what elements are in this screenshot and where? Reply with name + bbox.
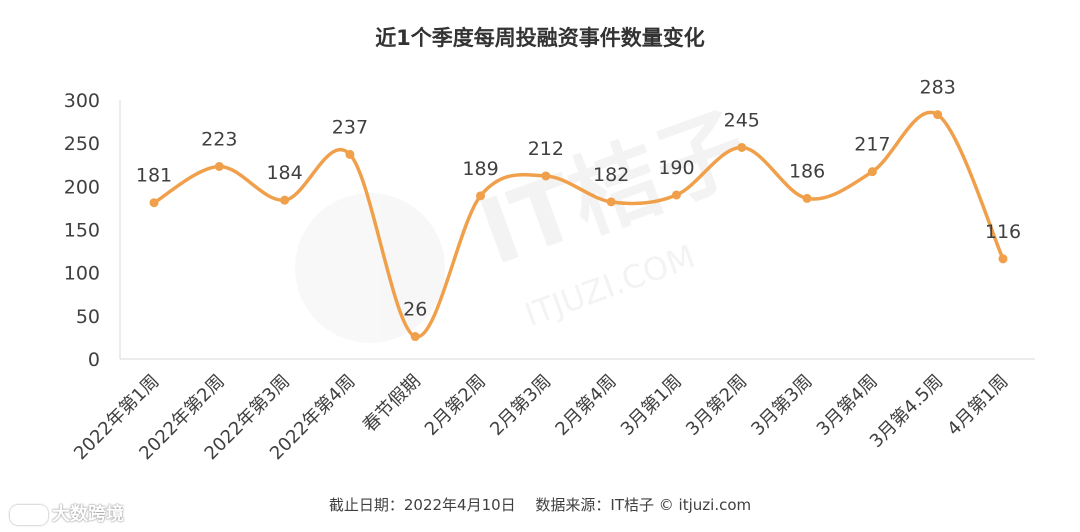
- data-point: [606, 197, 616, 207]
- data-point: [867, 167, 877, 177]
- data-label: 217: [854, 134, 890, 156]
- y-tick-label: 300: [64, 90, 100, 112]
- watermark-logo-icon: [295, 193, 445, 343]
- data-point: [541, 171, 551, 181]
- data-label: 189: [462, 158, 498, 180]
- data-point: [671, 190, 681, 200]
- data-point: [280, 195, 290, 205]
- brand-label: 大数跨境: [52, 504, 124, 525]
- y-tick-label: 0: [88, 349, 100, 371]
- data-point: [214, 161, 224, 171]
- data-label: 190: [658, 157, 694, 179]
- data-label: 223: [201, 128, 237, 150]
- y-tick-label: 150: [64, 220, 100, 242]
- data-label: 212: [528, 138, 564, 160]
- data-point: [345, 149, 355, 159]
- watermark-logo-text: IT桔子: [467, 94, 761, 287]
- data-label: 186: [789, 160, 825, 182]
- data-label: 283: [920, 77, 956, 99]
- x-tick-label: 2月第2周: [421, 371, 490, 440]
- data-label: 181: [136, 165, 172, 187]
- x-tick-label: 3月第3周: [747, 371, 816, 440]
- data-point: [410, 332, 420, 342]
- data-point: [933, 110, 943, 120]
- x-tick-label: 3月第2周: [682, 371, 751, 440]
- footer-note: 截止日期：2022年4月10日 数据来源：IT桔子 © itjuzi.com: [328, 496, 752, 514]
- data-label: 182: [593, 164, 629, 186]
- data-point: [149, 198, 159, 208]
- data-point: [737, 142, 747, 152]
- y-tick-label: 250: [64, 133, 100, 155]
- x-tick-label: 4月第1周: [943, 371, 1012, 440]
- data-label: 26: [403, 299, 427, 321]
- y-tick-label: 100: [64, 263, 100, 285]
- chart-title: 近1个季度每周投融资事件数量变化: [375, 26, 705, 50]
- y-tick-label: 50: [76, 306, 100, 328]
- x-tick-label: 3月第4周: [813, 371, 882, 440]
- x-tick-label: 2月第3周: [486, 371, 555, 440]
- y-tick-label: 200: [64, 176, 100, 198]
- brand-watermark: 大数跨境: [10, 500, 124, 526]
- data-marks-layer: 181 223 184 237 26 189 212 182 190 245 186 217 283 11…: [136, 77, 1021, 342]
- brand-logo-icon: [10, 505, 48, 525]
- x-tick-label: 春节假期: [359, 371, 425, 437]
- data-label: 245: [724, 109, 760, 131]
- data-point: [476, 191, 486, 201]
- data-point: [802, 193, 812, 203]
- x-tick-label: 3月第1周: [617, 371, 686, 440]
- data-label: 184: [266, 162, 302, 184]
- data-label: 237: [332, 116, 368, 138]
- x-tick-label: 2月第4周: [551, 371, 620, 440]
- data-point: [998, 254, 1008, 264]
- data-label: 116: [985, 221, 1021, 243]
